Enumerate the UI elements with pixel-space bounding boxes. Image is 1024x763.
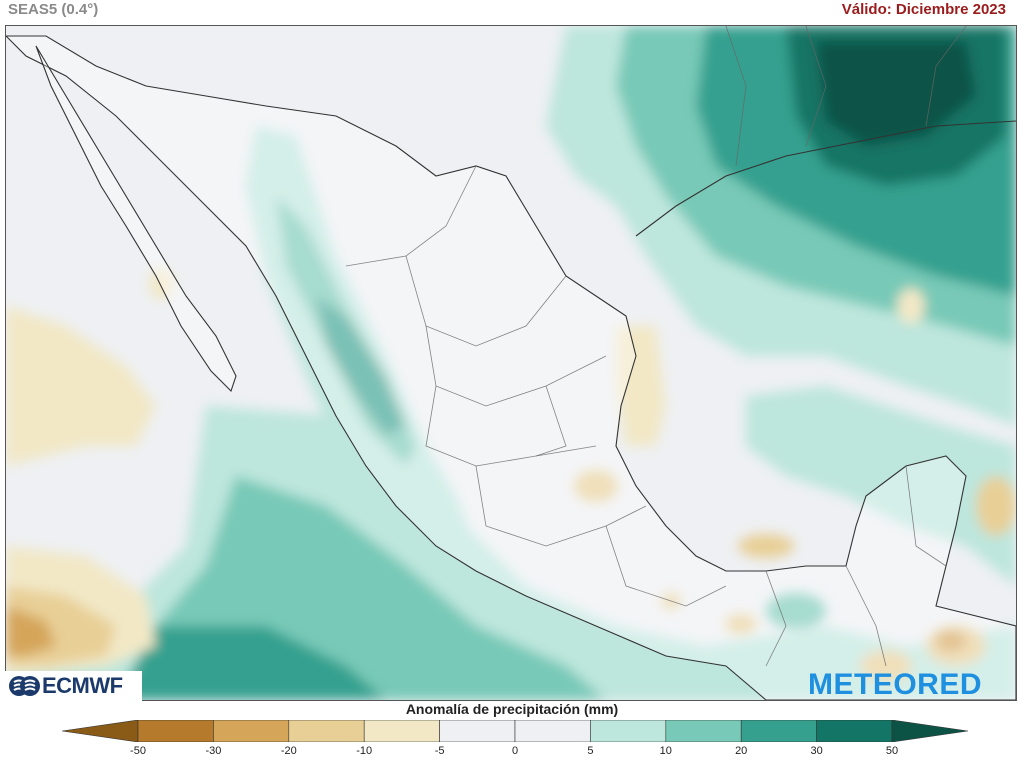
legend-title: Anomalía de precipitación (mm) bbox=[405, 701, 619, 717]
legend-segment bbox=[363, 720, 440, 742]
legend-segment bbox=[590, 720, 667, 742]
valid-date-label: Válido: Diciembre 2023 bbox=[841, 1, 1006, 18]
legend-segment bbox=[213, 720, 290, 742]
legend-tick-label: 0 bbox=[511, 745, 519, 757]
legend-segment bbox=[288, 720, 365, 742]
legend-segment bbox=[514, 720, 591, 742]
legend-segment bbox=[816, 720, 893, 742]
ecmwf-logo: ECMWF bbox=[4, 671, 142, 701]
meteored-logo: METEORED bbox=[808, 668, 983, 701]
legend-tick-label: 30 bbox=[810, 745, 823, 757]
model-label: SEAS5 (0.4°) bbox=[8, 1, 99, 18]
legend-segment bbox=[137, 720, 214, 742]
legend-tick-label: -30 bbox=[205, 745, 222, 757]
legend-tick-label: -50 bbox=[130, 745, 146, 757]
anomaly-layer bbox=[6, 26, 1016, 700]
legend-segment bbox=[665, 720, 742, 742]
precipitation-anomaly-map bbox=[5, 25, 1017, 701]
state-borders bbox=[345, 26, 967, 667]
legend-tick-label: -10 bbox=[356, 745, 373, 757]
legend-segment-min bbox=[62, 720, 139, 742]
legend-tick-label: 10 bbox=[659, 745, 672, 757]
legend-segment bbox=[439, 720, 516, 742]
legend-tick-label: -20 bbox=[280, 745, 297, 757]
legend-segment-max bbox=[891, 720, 968, 742]
legend-segment bbox=[740, 720, 817, 742]
ecmwf-logo-text: ECMWF bbox=[42, 673, 123, 698]
color-scale-legend bbox=[62, 720, 968, 742]
legend-tick-label: 5 bbox=[587, 745, 594, 757]
land-layer bbox=[6, 35, 1016, 700]
legend-tick-label: 50 bbox=[885, 745, 899, 757]
legend-tick-label: -5 bbox=[434, 745, 445, 757]
ecmwf-symbol-icon bbox=[9, 676, 40, 696]
legend-tick-label: 20 bbox=[735, 745, 748, 757]
